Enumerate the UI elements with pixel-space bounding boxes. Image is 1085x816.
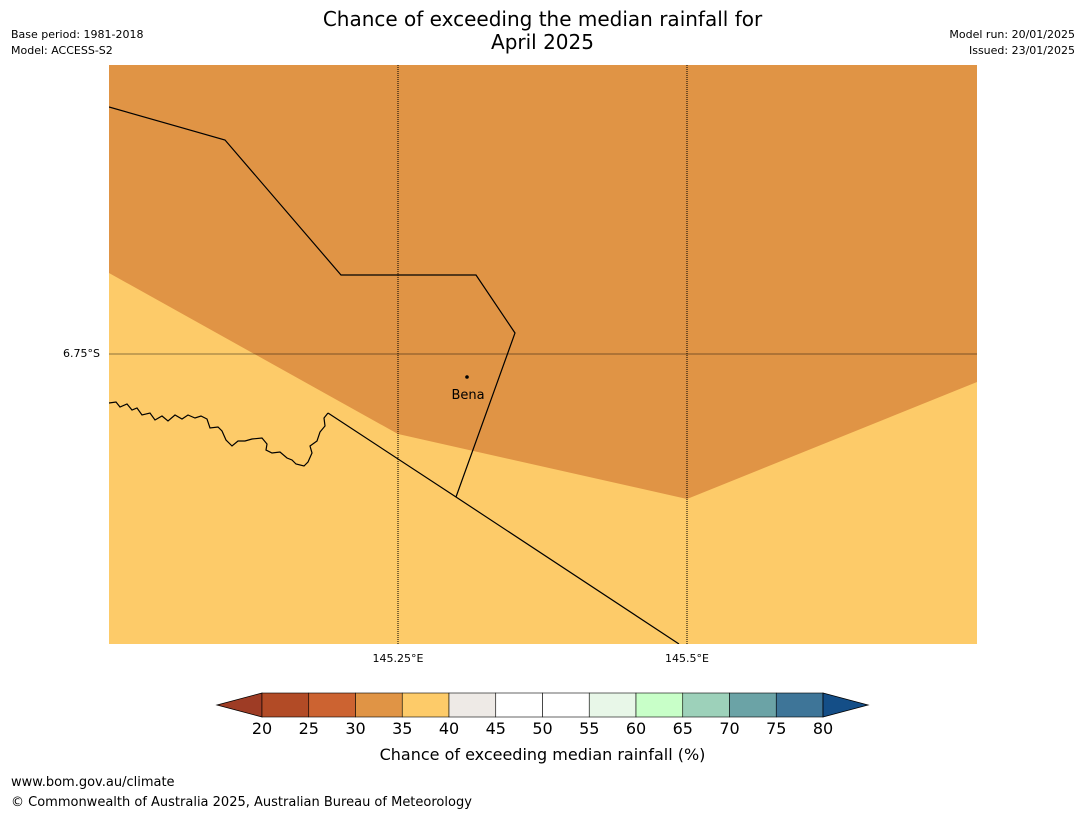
base-period-label: Base period: 1981-2018 bbox=[11, 28, 144, 41]
province-boundary-upper bbox=[109, 106, 516, 498]
place-label: Bena bbox=[451, 388, 485, 403]
colorbar-tick-label: 80 bbox=[812, 719, 834, 738]
colorbar-over-arrow bbox=[822, 692, 870, 718]
issued-label: Issued: 23/01/2025 bbox=[968, 44, 1075, 57]
colorbar-bin bbox=[635, 692, 684, 718]
colorbar-tick-label: 30 bbox=[345, 719, 366, 738]
colorbar-tick-label: 20 bbox=[251, 719, 273, 738]
colorbar-tick-label: 35 bbox=[392, 719, 413, 738]
colorbar-bin bbox=[729, 692, 777, 718]
colorbar-tick-label: 25 bbox=[298, 719, 319, 738]
longitude-label-1: 145.25°E bbox=[372, 652, 424, 665]
province-boundary-lower bbox=[327, 412, 680, 644]
colorbar-bin bbox=[682, 692, 730, 718]
colorbar-tick-label: 75 bbox=[766, 719, 787, 738]
colorbar-ticks: 20 25 30 35 40 45 50 55 60 65 70 75 80 bbox=[0, 719, 1085, 741]
footer-url: www.bom.gov.au/climate bbox=[11, 775, 175, 790]
latitude-label: 6.75°S bbox=[63, 347, 100, 360]
footer-copyright: © Commonwealth of Australia 2025, Austra… bbox=[11, 795, 472, 810]
colorbar-tick-label: 70 bbox=[719, 719, 740, 738]
model-label: Model: ACCESS-S2 bbox=[11, 44, 113, 57]
colorbar-bin bbox=[542, 692, 590, 718]
colorbar bbox=[215, 692, 870, 718]
river-boundary bbox=[109, 401, 329, 467]
colorbar-bin bbox=[401, 692, 450, 718]
place-marker-icon bbox=[465, 375, 469, 379]
low-chance-region bbox=[109, 273, 977, 644]
colorbar-bin bbox=[308, 692, 356, 718]
map-title-line2: April 2025 bbox=[491, 30, 594, 54]
colorbar-tick-label: 55 bbox=[579, 719, 600, 738]
colorbar-under-arrow bbox=[215, 692, 263, 718]
colorbar-bin bbox=[448, 692, 497, 718]
colorbar-tick-label: 65 bbox=[672, 719, 693, 738]
colorbar-bin bbox=[495, 692, 543, 718]
colorbar-tick-label: 50 bbox=[532, 719, 553, 738]
map-title-line1: Chance of exceeding the median rainfall … bbox=[322, 7, 763, 31]
colorbar-bin bbox=[261, 692, 310, 718]
colorbar-tick-label: 45 bbox=[485, 719, 506, 738]
colorbar-bin bbox=[775, 692, 824, 718]
colorbar-bin bbox=[588, 692, 637, 718]
colorbar-tick-label: 60 bbox=[625, 719, 647, 738]
colorbar-bin bbox=[355, 692, 403, 718]
colorbar-label: Chance of exceeding median rainfall (%) bbox=[379, 745, 706, 764]
colorbar-tick-label: 40 bbox=[438, 719, 460, 738]
model-run-label: Model run: 20/01/2025 bbox=[949, 28, 1075, 41]
longitude-label-2: 145.5°E bbox=[665, 652, 709, 665]
